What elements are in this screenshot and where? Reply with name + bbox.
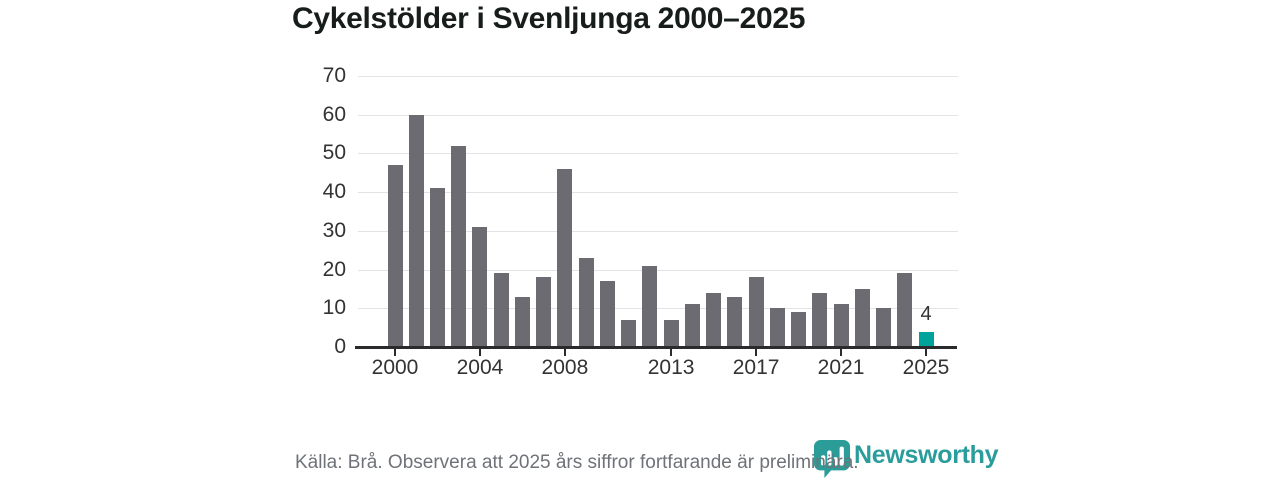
- bar-2013: [663, 319, 679, 347]
- gridline-40: [358, 192, 958, 194]
- x-tick-mark-2021: [840, 349, 843, 356]
- y-tick-label-70: 70: [322, 64, 346, 87]
- bar-2023: [876, 308, 892, 347]
- y-tick-label-60: 60: [322, 102, 346, 126]
- bar-2022: [854, 288, 870, 347]
- bar-2004: [472, 227, 488, 347]
- bar-2003: [451, 145, 467, 347]
- gridline-10: [358, 308, 958, 310]
- gridline-20: [358, 269, 958, 271]
- gridline-70: [358, 76, 958, 77]
- value-label-2025: 4: [920, 302, 932, 325]
- bar-2021: [833, 304, 849, 347]
- source-note: Källa: Brå. Observera att 2025 års siffr…: [295, 452, 859, 473]
- newsworthy-barchart-bubble-icon: [813, 440, 851, 478]
- bar-2012: [642, 265, 658, 347]
- x-tick-label-2008: 2008: [541, 356, 589, 379]
- bar-2016: [727, 296, 743, 347]
- newsworthy-logo: Newsworthy: [813, 439, 999, 479]
- bar-2006: [514, 296, 530, 347]
- gridline-50: [358, 153, 958, 155]
- bar-2025: [918, 331, 934, 347]
- x-tick-label-2000: 2000: [371, 356, 419, 379]
- bar-2010: [599, 281, 615, 347]
- bar-2000: [387, 165, 403, 347]
- bar-2005: [493, 273, 509, 347]
- x-tick-label-2017: 2017: [732, 356, 780, 379]
- bar-2008: [557, 168, 573, 347]
- bar-2015: [706, 292, 722, 347]
- y-tick-label-0: 0: [334, 335, 346, 358]
- bar-2014: [684, 304, 700, 347]
- x-axis-line: [355, 346, 957, 349]
- y-tick-label-30: 30: [322, 218, 346, 242]
- bar-2002: [429, 188, 445, 347]
- y-tick-label-50: 50: [322, 141, 346, 165]
- bar-2018: [769, 308, 785, 347]
- x-tick-label-2013: 2013: [647, 356, 695, 379]
- bar-2020: [812, 292, 828, 347]
- y-tick-label-10: 10: [322, 296, 346, 320]
- gridline-30: [358, 230, 958, 232]
- x-tick-label-2025: 2025: [902, 356, 950, 379]
- gridline-60: [358, 114, 958, 116]
- x-tick-mark-2004: [478, 349, 481, 356]
- x-tick-mark-2000: [394, 349, 396, 356]
- bar-2017: [748, 277, 764, 347]
- x-tick-mark-2017: [755, 349, 758, 356]
- newsworthy-wordmark: Newsworthy: [854, 441, 999, 469]
- x-tick-label-2004: 2004: [456, 356, 504, 379]
- chart-title: Cykelstölder i Svenljunga 2000–2025: [292, 2, 806, 35]
- bar-2009: [578, 257, 594, 347]
- bar-2019: [791, 312, 807, 347]
- bar-2011: [621, 319, 637, 347]
- x-tick-label-2021: 2021: [817, 356, 865, 379]
- y-tick-label-40: 40: [322, 180, 346, 204]
- bar-2024: [897, 273, 913, 347]
- y-tick-label-20: 20: [322, 257, 346, 281]
- plot-area: [358, 76, 958, 347]
- x-tick-mark-2013: [670, 349, 673, 356]
- bar-2007: [536, 277, 552, 347]
- x-tick-mark-2008: [563, 349, 566, 356]
- x-tick-mark-2025: [925, 349, 927, 356]
- bar-2001: [408, 114, 424, 347]
